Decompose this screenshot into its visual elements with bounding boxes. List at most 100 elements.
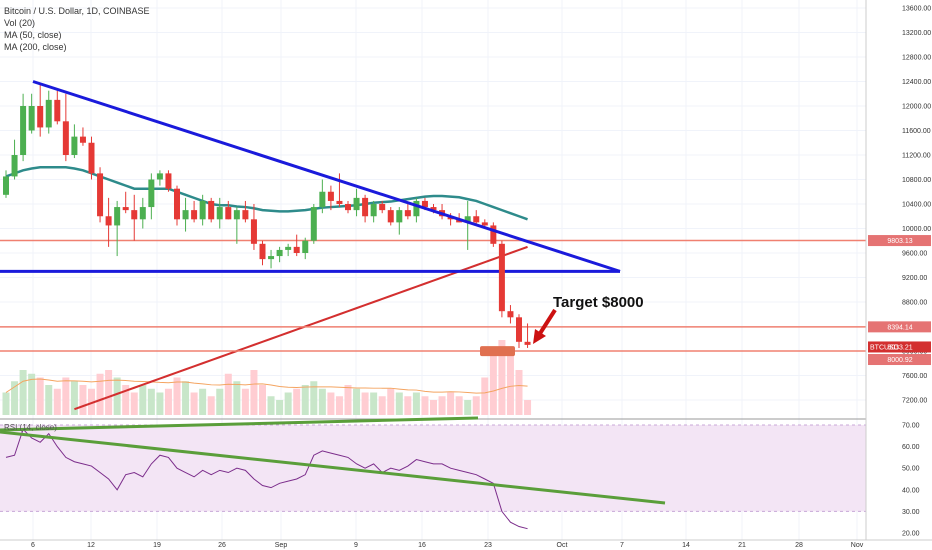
candle-body	[319, 191, 326, 208]
candle-body	[182, 210, 189, 220]
candle-body	[71, 136, 78, 155]
candle-body	[421, 200, 428, 208]
volume-bar	[284, 392, 292, 415]
candle-body	[396, 210, 403, 223]
volume-bar	[36, 377, 44, 415]
volume-ma-line	[5, 378, 528, 394]
candle-body	[165, 173, 172, 189]
volume-bar	[70, 381, 78, 415]
candle-body	[3, 176, 9, 195]
candle-body	[199, 200, 206, 220]
candle-body	[370, 204, 377, 217]
volume-bar	[506, 355, 514, 415]
candle-body	[208, 200, 215, 220]
candle-body	[516, 317, 522, 342]
volume-bar	[199, 388, 207, 415]
volume-bar	[318, 388, 326, 415]
candle-body	[285, 246, 292, 250]
volume-bar	[344, 385, 352, 415]
candle-body	[62, 121, 69, 155]
candle-body	[302, 240, 309, 253]
candle-body	[216, 207, 223, 220]
x-tick-label: Sep	[275, 542, 288, 549]
volume-bar	[327, 392, 335, 415]
volume-bar	[53, 388, 61, 415]
volume-bar	[207, 396, 215, 415]
price-tick-label: 8800.00	[902, 300, 927, 307]
price-tick-label: 12400.00	[902, 79, 931, 86]
volume-bar	[62, 377, 70, 415]
volume-bar	[224, 373, 232, 415]
price-tick-label: 11600.00	[902, 128, 931, 135]
volume-bar	[378, 396, 386, 415]
descending-trendline	[32, 80, 621, 273]
candle-body	[88, 142, 95, 174]
symbol-badge-label: BTCUSD	[870, 344, 899, 351]
volume-bar	[147, 388, 155, 415]
volume-bar	[28, 373, 36, 415]
volume-bar	[498, 340, 506, 415]
legend-ma50: MA (50, close)	[4, 30, 62, 40]
price-tick-label: 11200.00	[902, 153, 931, 160]
price-tick-label: 13600.00	[902, 6, 931, 13]
rsi-tick-label: 40.00	[902, 487, 920, 494]
candle-body	[54, 99, 61, 122]
volume-bar	[387, 388, 395, 415]
volume-bar	[45, 385, 53, 415]
trendlines	[32, 80, 621, 273]
candle-body	[79, 136, 86, 143]
volume-bar	[421, 396, 429, 415]
candle-body	[242, 210, 249, 220]
volume-bar	[310, 381, 318, 415]
rsi-tick-label: 20.00	[902, 531, 920, 538]
price-tick-label: 10800.00	[902, 177, 931, 184]
candle-body	[28, 106, 35, 131]
target-label: Target $8000	[553, 294, 644, 311]
price-level-badge-label: 8394.14	[887, 324, 912, 331]
candle-body	[191, 210, 198, 220]
volume-bar	[122, 385, 130, 415]
price-level-badge-label: 8033.21	[887, 344, 912, 351]
candle-body	[97, 173, 104, 217]
x-tick-label: 9	[354, 542, 358, 549]
rsi-tick-label: 50.00	[902, 466, 920, 473]
legend-ma200: MA (200, close)	[4, 42, 67, 52]
price-level-badge-label: 8000.92	[887, 357, 912, 364]
candle-body	[156, 173, 163, 180]
volume-bar	[430, 400, 437, 415]
candle-body	[498, 243, 505, 312]
volume-bar	[79, 385, 87, 415]
volume-bar	[233, 381, 241, 415]
candle-body	[481, 222, 488, 226]
volume-bar	[412, 392, 420, 415]
candle-body	[225, 207, 232, 220]
candle-body	[268, 256, 275, 260]
price-level-badge	[868, 341, 931, 353]
volume-bar	[259, 385, 266, 415]
candle-body	[148, 179, 155, 208]
price-tick-label: 10400.00	[902, 202, 931, 209]
volume-bar	[481, 377, 489, 415]
rsi-line	[5, 428, 528, 530]
candle-body	[105, 216, 112, 226]
volume-bar	[515, 370, 523, 415]
volume-bar	[438, 396, 446, 415]
rsi-tick-label: 60.00	[902, 444, 920, 451]
volume-bar	[447, 392, 455, 415]
price-level-badge	[868, 235, 931, 247]
x-tick-label: 26	[218, 542, 226, 549]
x-tick-label: 23	[484, 542, 492, 549]
candle-body	[310, 207, 317, 241]
volume-bar	[182, 381, 190, 415]
rsi-tick-label: 30.00	[902, 509, 920, 516]
candle-body	[122, 207, 129, 211]
price-tick-label: 9200.00	[902, 275, 927, 282]
volume-bar	[156, 392, 164, 415]
volume-bar	[105, 370, 113, 415]
candle-body	[353, 197, 360, 211]
volume-bar	[455, 396, 463, 415]
x-tick-label: 16	[418, 542, 426, 549]
x-tick-label: Oct	[557, 542, 568, 549]
candle-body	[259, 243, 266, 260]
